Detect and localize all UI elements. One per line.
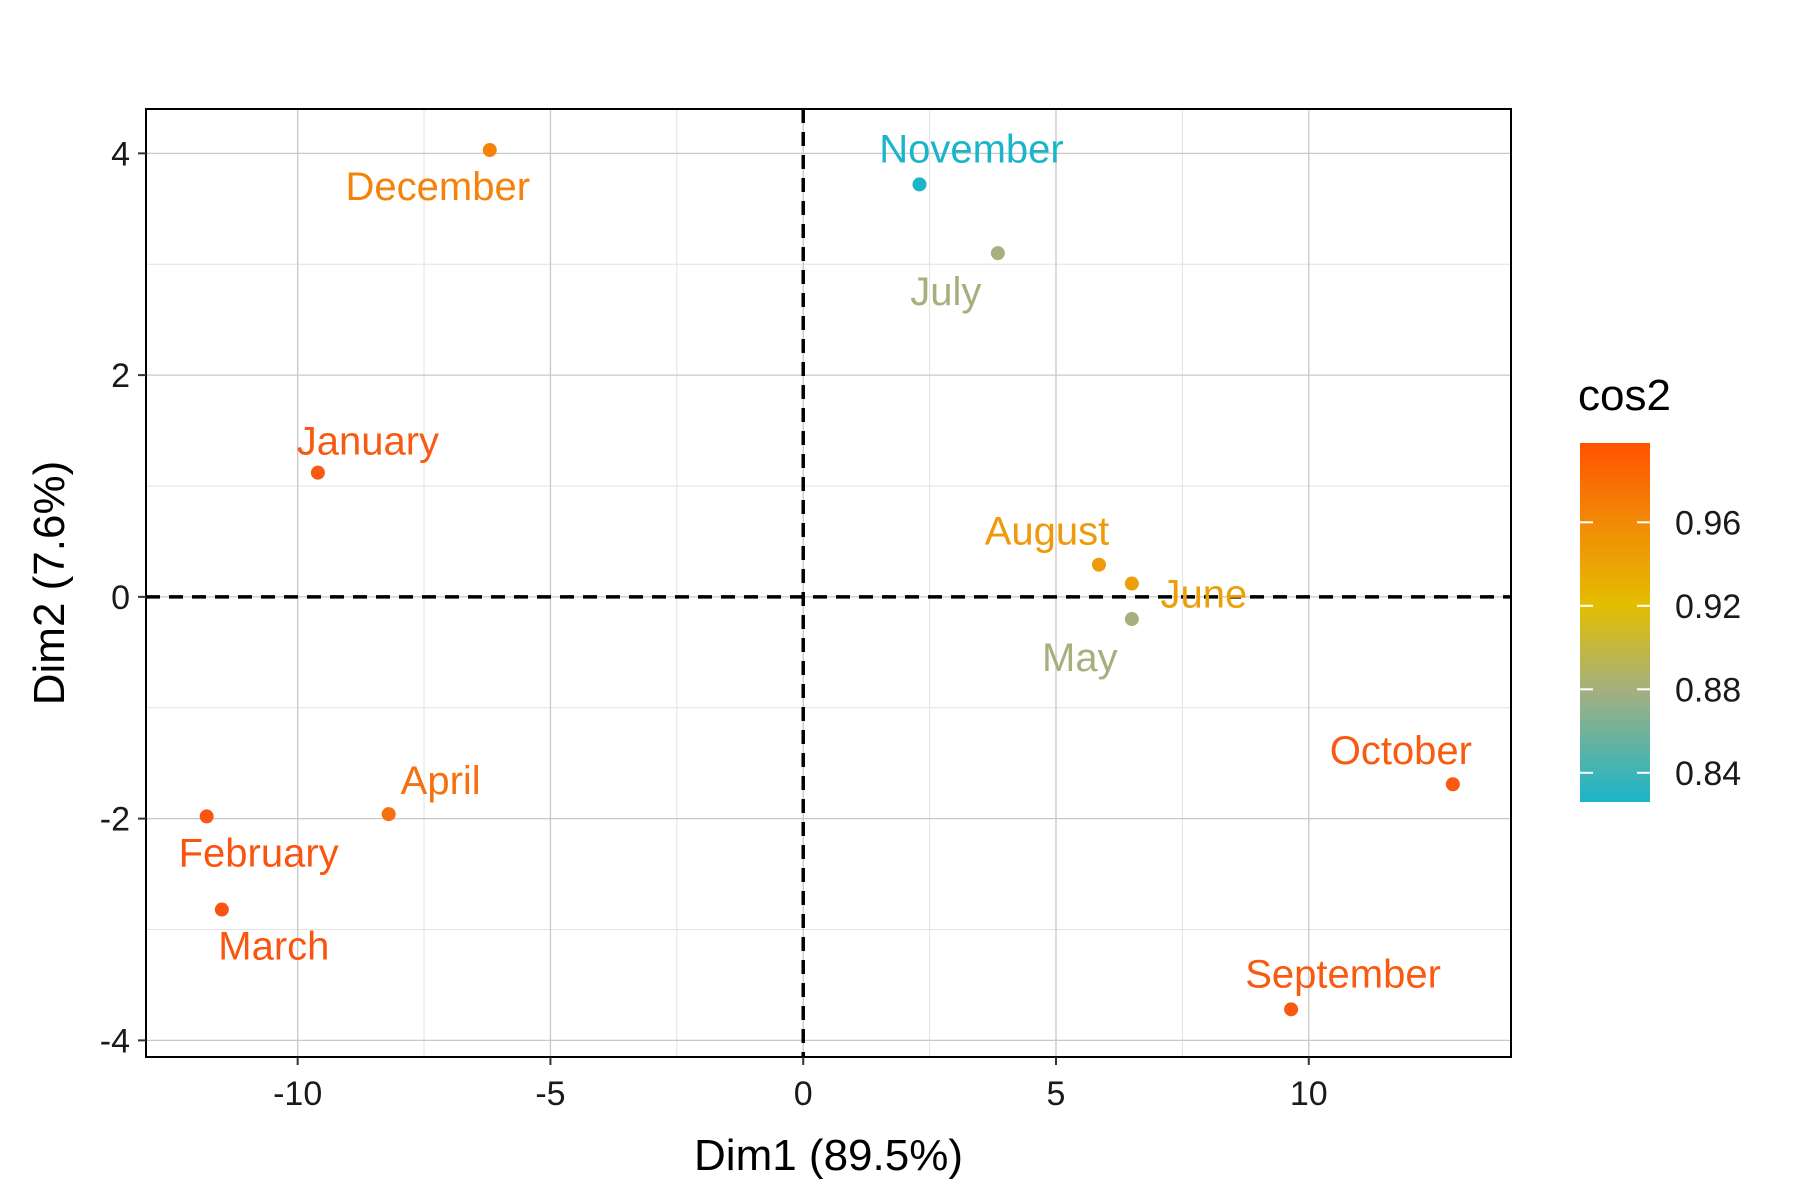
point-september: [1284, 1002, 1299, 1017]
point-february: [199, 809, 214, 824]
point-label-august: August: [985, 510, 1110, 554]
legend: cos2 0.84 0.88 0.92 0.96: [1578, 371, 1741, 802]
grid-lines: [146, 109, 1511, 1057]
point-label-july: July: [910, 270, 981, 314]
x-tick-label: -5: [535, 1075, 565, 1113]
legend-colorbar: [1580, 443, 1650, 802]
legend-title: cos2: [1578, 371, 1671, 420]
legend-break-label: 0.88: [1675, 671, 1741, 709]
reference-lines: [146, 109, 1511, 1057]
y-tick-label: 2: [111, 357, 130, 395]
point-july: [990, 246, 1005, 261]
point-december: [482, 143, 497, 158]
point-april: [381, 807, 396, 822]
legend-ticks: 0.84 0.88 0.92 0.96: [1580, 504, 1741, 793]
point-label-september: September: [1245, 952, 1441, 996]
x-axis-title: Dim1 (89.5%): [694, 1131, 963, 1180]
x-tick-label: 10: [1290, 1075, 1328, 1113]
point-label-february: February: [179, 831, 339, 875]
x-tick-label: 0: [794, 1075, 813, 1113]
legend-break-label: 0.84: [1675, 755, 1741, 793]
point-label-december: December: [346, 165, 531, 209]
point-label-may: May: [1042, 636, 1118, 680]
point-label-june: June: [1160, 573, 1247, 617]
point-november: [912, 177, 927, 192]
legend-break-label: 0.92: [1675, 588, 1741, 626]
plot-panel-border: [145, 108, 1512, 1058]
point-label-november: November: [879, 127, 1064, 171]
y-tick-label: 4: [111, 135, 130, 173]
point-october: [1445, 777, 1460, 792]
point-january: [310, 465, 325, 480]
x-tick-label: -10: [273, 1075, 322, 1113]
point-august: [1091, 557, 1106, 572]
y-tick-label: -4: [100, 1022, 130, 1060]
point-label-october: October: [1330, 729, 1472, 773]
y-tick-label: 0: [111, 579, 130, 617]
point-label-march: March: [218, 925, 329, 969]
point-march: [214, 902, 229, 917]
point-label-january: January: [297, 420, 439, 464]
y-axis-title: Dim2 (7.6%): [25, 461, 74, 706]
legend-break-label: 0.96: [1675, 504, 1741, 542]
point-labels: January February March April May June July Augu…: [179, 127, 1472, 996]
point-june: [1124, 576, 1139, 591]
axis-ticks: -10 -5 0 5 10 -4 -2 0 2 4: [100, 135, 1328, 1113]
point-label-april: April: [401, 759, 481, 803]
data-points: [199, 143, 1460, 1017]
point-may: [1124, 612, 1139, 627]
y-tick-label: -2: [100, 801, 130, 839]
x-tick-label: 5: [1047, 1075, 1066, 1113]
